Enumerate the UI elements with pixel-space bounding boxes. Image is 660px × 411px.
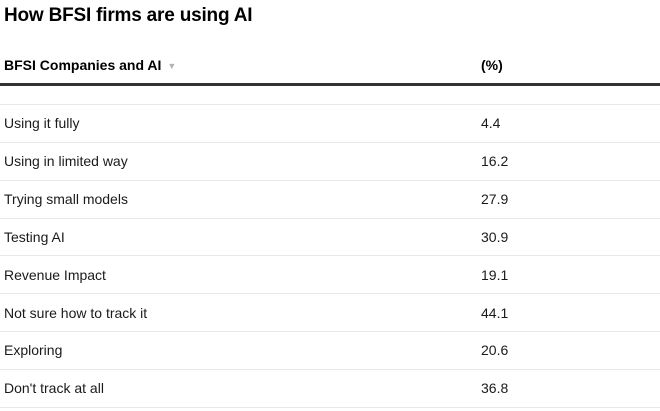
header-divider [0,83,660,86]
sort-descending-icon[interactable]: ▼ [167,61,177,71]
table-row: Using it fully 4.4 [0,104,660,142]
row-value: 20.6 [481,342,509,359]
page-title: How BFSI firms are using AI [4,5,253,26]
row-label: Revenue Impact [4,266,106,283]
row-label: Don't track at all [4,380,104,397]
row-value: 44.1 [481,304,509,321]
table-row: Trying small models 27.9 [0,179,660,218]
table-row: Using in limited way 16.2 [0,141,660,180]
row-label: Trying small models [4,191,128,208]
row-label: Using it fully [4,115,80,132]
row-label: Not sure how to track it [4,304,148,321]
table-row: Testing AI 30.9 [0,217,660,256]
row-value: 4.4 [481,115,501,132]
row-value: 19.1 [481,266,509,283]
row-label: Exploring [4,342,63,359]
row-label: Testing AI [4,228,65,245]
table-header-row: BFSI Companies and AI ▼ (%) [0,56,660,78]
table-row: Don't track at all 36.8 [0,368,660,407]
row-label: Using in limited way [4,153,128,170]
column-header-category[interactable]: BFSI Companies and AI ▼ [4,56,176,76]
table-row: Revenue Impact 19.1 [0,255,660,293]
row-value: 36.8 [481,380,509,397]
row-value: 16.2 [481,153,509,170]
row-value: 30.9 [481,228,509,245]
table-row: Exploring 20.6 [0,331,660,369]
column-header-percent[interactable]: (%) [481,57,503,73]
row-value: 27.9 [481,191,509,208]
table-row: Not sure how to track it 44.1 [0,293,660,331]
table-body: Using it fully 4.4 Using in limited way 16.… [0,104,660,408]
column-header-category-label: BFSI Companies and AI [4,57,162,73]
